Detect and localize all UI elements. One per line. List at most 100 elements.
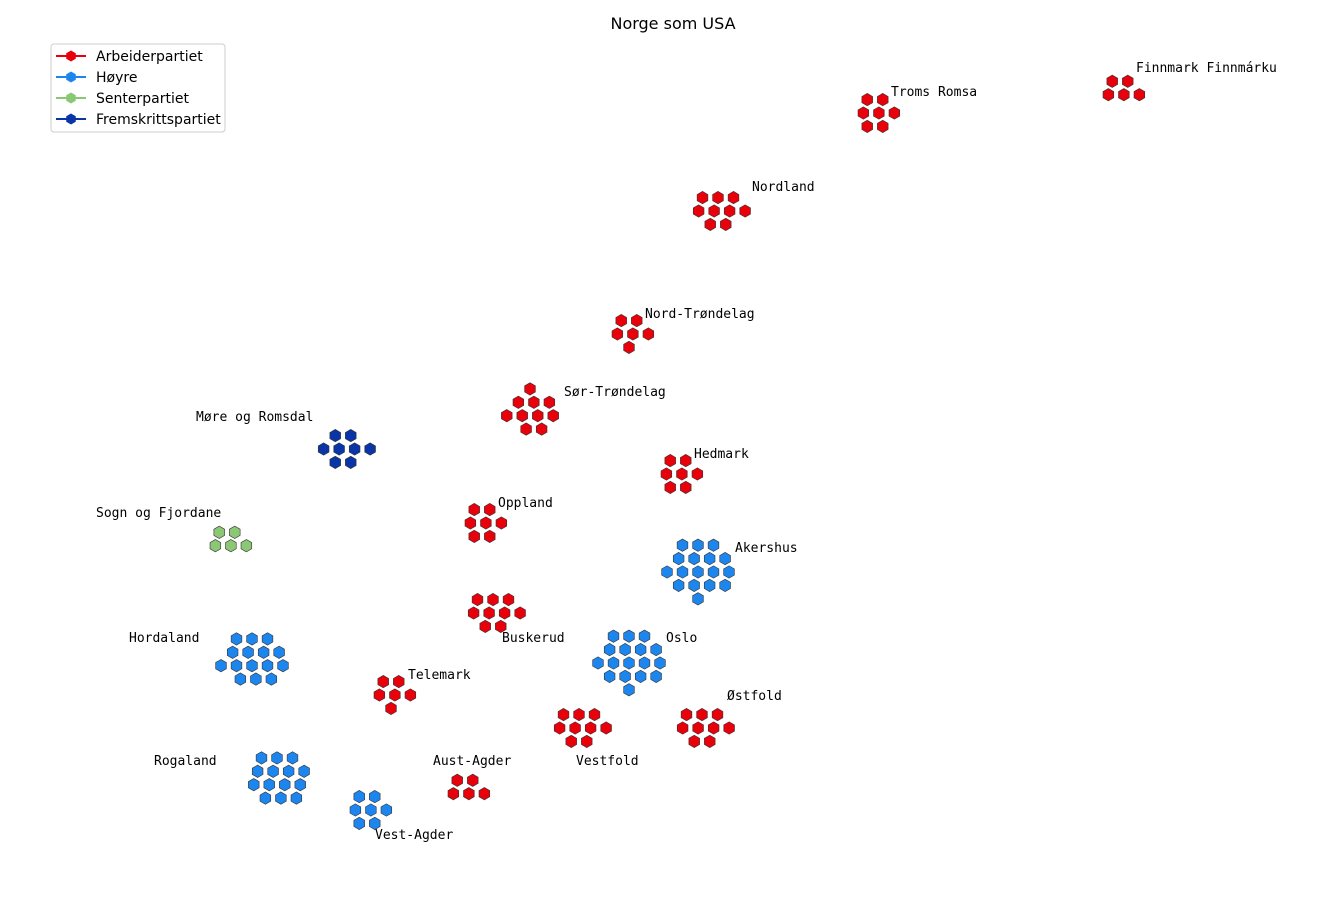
seat-marker bbox=[471, 593, 484, 607]
county-cluster: Hordaland bbox=[129, 631, 289, 686]
seat-marker bbox=[451, 773, 463, 787]
seat-marker bbox=[282, 764, 295, 778]
seat-marker bbox=[353, 790, 365, 804]
seat-marker bbox=[704, 734, 716, 748]
seat-marker bbox=[703, 578, 716, 592]
seat-marker bbox=[250, 672, 262, 686]
seat-marker bbox=[688, 734, 700, 748]
seat-marker bbox=[877, 119, 889, 133]
seat-marker bbox=[873, 106, 885, 120]
seat-marker bbox=[1106, 74, 1118, 88]
county-label: Hedmark bbox=[694, 447, 749, 462]
seat-marker bbox=[365, 803, 377, 817]
seat-marker bbox=[246, 659, 258, 673]
seat-marker bbox=[329, 429, 341, 443]
seat-marker bbox=[696, 708, 708, 722]
seat-marker bbox=[495, 619, 507, 633]
seat-marker bbox=[261, 659, 274, 673]
seat-marker bbox=[692, 592, 704, 606]
seat-marker bbox=[464, 516, 477, 530]
seat-marker bbox=[1118, 88, 1130, 102]
county-cluster: Telemark bbox=[373, 668, 471, 715]
county-label: Telemark bbox=[408, 668, 471, 683]
county-cluster: Nord-Trøndelag bbox=[611, 307, 755, 354]
county-cluster: Oslo bbox=[592, 629, 697, 697]
seat-marker bbox=[495, 516, 508, 530]
seat-marker bbox=[569, 721, 581, 735]
legend: Arbeiderpartiet Høyre Senterpartiet Fremskr… bbox=[50, 43, 226, 133]
legend-label-arbeiderpartiet: Arbeiderpartiet bbox=[96, 49, 203, 65]
seat-marker bbox=[225, 539, 237, 553]
seat-marker bbox=[345, 455, 357, 469]
seat-marker bbox=[404, 688, 417, 702]
seat-marker bbox=[487, 593, 499, 607]
seat-marker bbox=[479, 619, 491, 633]
seat-marker bbox=[692, 538, 704, 552]
seat-marker bbox=[380, 803, 393, 817]
seat-marker bbox=[654, 656, 666, 670]
seat-marker bbox=[277, 659, 289, 673]
seat-marker bbox=[634, 643, 647, 657]
seat-marker bbox=[532, 409, 544, 423]
seat-marker bbox=[520, 422, 532, 436]
county-groups: Finnmark Finnmárku Troms Romsa Nordland Nor… bbox=[96, 61, 1277, 843]
seat-marker bbox=[528, 395, 540, 409]
seat-marker bbox=[275, 791, 287, 805]
seat-marker bbox=[484, 503, 496, 517]
county-cluster: Vest-Agder bbox=[349, 790, 453, 843]
seat-marker bbox=[861, 119, 873, 133]
seat-marker bbox=[393, 675, 405, 689]
seat-marker bbox=[230, 632, 243, 646]
county-label: Rogaland bbox=[154, 754, 217, 769]
seat-marker bbox=[535, 422, 548, 436]
seat-marker bbox=[267, 764, 279, 778]
seat-marker bbox=[349, 803, 362, 817]
county-label: Finnmark Finnmárku bbox=[1136, 61, 1277, 76]
county-label: Møre og Romsdal bbox=[196, 410, 313, 425]
seat-marker bbox=[364, 442, 376, 456]
county-cluster: Vestfold bbox=[553, 708, 639, 769]
seat-marker bbox=[242, 645, 254, 659]
seat-marker bbox=[248, 778, 260, 792]
seat-marker bbox=[498, 606, 511, 620]
seat-marker bbox=[286, 751, 299, 765]
county-cluster: Rogaland bbox=[154, 751, 310, 805]
seat-marker bbox=[607, 656, 620, 670]
seat-marker bbox=[588, 708, 601, 722]
county-label: Buskerud bbox=[502, 631, 565, 646]
seat-marker bbox=[888, 106, 901, 120]
seat-marker bbox=[619, 643, 631, 657]
seat-marker bbox=[385, 701, 397, 715]
seat-marker bbox=[719, 552, 731, 566]
seat-marker bbox=[712, 191, 724, 205]
seat-marker bbox=[1102, 88, 1115, 102]
seat-marker bbox=[704, 217, 716, 231]
seat-marker bbox=[246, 632, 258, 646]
legend-marker-senterpartiet bbox=[66, 92, 76, 104]
county-cluster: Sogn og Fjordane bbox=[96, 506, 253, 553]
seat-marker bbox=[468, 529, 480, 543]
county-cluster: Nordland bbox=[692, 180, 815, 231]
seat-marker bbox=[1133, 88, 1146, 102]
seat-marker bbox=[259, 791, 272, 805]
seat-marker bbox=[467, 606, 480, 620]
seat-marker bbox=[631, 314, 643, 328]
seat-marker bbox=[584, 721, 597, 735]
seat-marker bbox=[255, 751, 268, 765]
seat-marker bbox=[708, 204, 720, 218]
legend-marker-arbeiderpartiet bbox=[66, 50, 76, 62]
seat-marker bbox=[680, 454, 692, 468]
chart-title: Norge som USA bbox=[610, 14, 735, 33]
seat-marker bbox=[861, 93, 873, 107]
county-cluster: Buskerud bbox=[467, 593, 565, 646]
seat-marker bbox=[711, 708, 724, 722]
seat-marker bbox=[638, 629, 651, 643]
county-label: Vest-Agder bbox=[375, 828, 453, 843]
seat-marker bbox=[377, 675, 389, 689]
seat-marker bbox=[857, 106, 870, 120]
seat-marker bbox=[447, 787, 460, 801]
seat-marker bbox=[676, 565, 689, 579]
seat-marker bbox=[592, 656, 604, 670]
seat-marker bbox=[661, 565, 673, 579]
